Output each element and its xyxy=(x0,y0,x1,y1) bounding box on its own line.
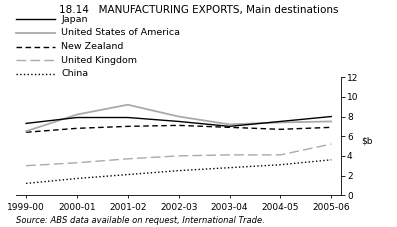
Text: Japan: Japan xyxy=(62,15,88,24)
Text: 18.14   MANUFACTURING EXPORTS, Main destinations: 18.14 MANUFACTURING EXPORTS, Main destin… xyxy=(59,5,338,15)
Y-axis label: $b: $b xyxy=(361,136,372,145)
Text: United States of America: United States of America xyxy=(62,28,181,37)
Text: United Kingdom: United Kingdom xyxy=(62,56,137,65)
Text: New Zealand: New Zealand xyxy=(62,42,124,51)
Text: Source: ABS data available on request, International Trade.: Source: ABS data available on request, I… xyxy=(16,216,265,225)
Text: China: China xyxy=(62,69,89,78)
